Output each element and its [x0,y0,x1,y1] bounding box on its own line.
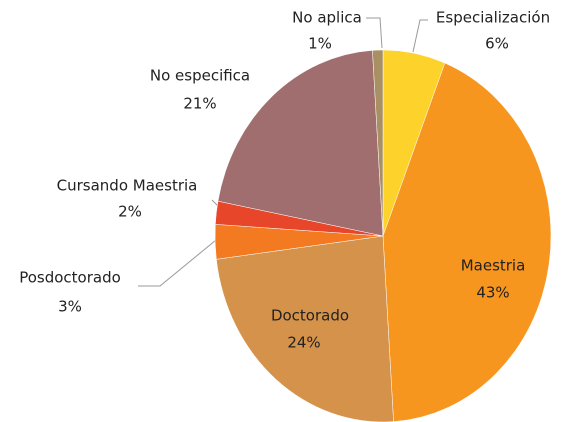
category-label: Doctorado [271,307,349,325]
pie-slice [216,235,394,422]
pie-slice [217,50,384,237]
value-label: 24% [287,334,320,352]
leader-line [366,17,383,49]
category-label: No especifica [150,67,250,85]
category-label: Cursando Maestria [57,177,198,195]
category-label: Maestria [461,257,526,275]
leader-line [211,199,219,207]
value-label: 2% [118,203,142,221]
leader-line [412,19,428,53]
leader-line [138,239,217,287]
value-label: 3% [58,298,82,316]
value-label: 6% [485,35,509,53]
value-label: 1% [308,35,332,53]
category-label: Especialización [436,9,550,27]
category-label: No aplica [292,9,362,27]
pie-slice [382,62,552,422]
category-label: Posdoctorado [19,269,121,287]
value-label: 43% [476,284,509,302]
pie-slice [372,49,384,237]
value-label: 21% [183,95,216,113]
